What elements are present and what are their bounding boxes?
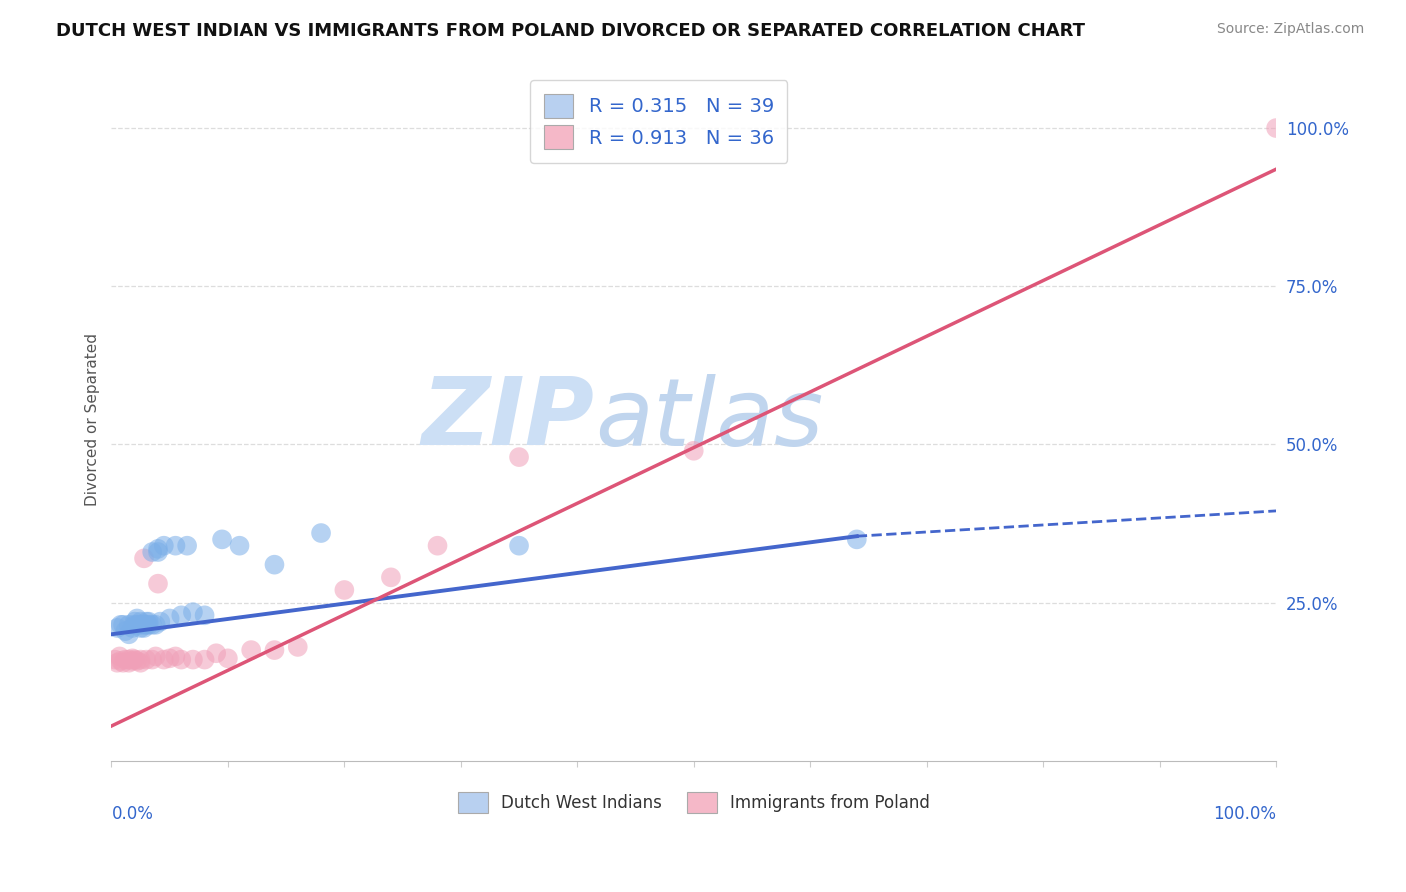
Point [118, 652, 141, 666]
Text: ZIP: ZIP [422, 373, 595, 465]
Point [426, 539, 449, 553]
Point [112, 656, 135, 670]
Point [153, 652, 176, 666]
Point [165, 649, 187, 664]
Point [135, 617, 157, 632]
Text: DUTCH WEST INDIAN VS IMMIGRANTS FROM POLAND DIVORCED OR SEPARATED CORRELATION CH: DUTCH WEST INDIAN VS IMMIGRANTS FROM POL… [56, 22, 1085, 40]
Point [287, 640, 309, 654]
Point [129, 656, 152, 670]
Point [129, 621, 152, 635]
Point [263, 643, 285, 657]
Point [263, 558, 285, 572]
Point [181, 652, 204, 666]
Point [118, 627, 141, 641]
Point [132, 617, 155, 632]
Point [333, 582, 356, 597]
Point [124, 615, 146, 629]
Point [145, 649, 167, 664]
Point [141, 617, 163, 632]
Point [194, 652, 217, 666]
Text: 100.0%: 100.0% [1213, 805, 1277, 823]
Point [146, 576, 169, 591]
Text: atlas: atlas [595, 374, 823, 465]
Point [114, 652, 136, 666]
Point [135, 652, 157, 666]
Point [112, 617, 135, 632]
Point [129, 617, 152, 632]
Point [105, 656, 128, 670]
Point [132, 621, 155, 635]
Point [508, 450, 530, 464]
Point [194, 608, 217, 623]
Point [845, 533, 868, 547]
Point [108, 649, 131, 664]
Point [118, 656, 141, 670]
Point [104, 652, 127, 666]
Point [141, 652, 163, 666]
Point [145, 617, 167, 632]
Point [508, 539, 530, 553]
Point [682, 443, 704, 458]
Point [170, 608, 193, 623]
Point [124, 652, 146, 666]
Point [165, 539, 187, 553]
Point [135, 615, 157, 629]
Point [124, 617, 146, 632]
Point [138, 617, 160, 632]
Point [217, 651, 239, 665]
Point [118, 617, 141, 632]
Point [205, 646, 228, 660]
Y-axis label: Divorced or Separated: Divorced or Separated [86, 333, 100, 506]
Point [129, 652, 152, 666]
Point [380, 570, 402, 584]
Point [211, 533, 233, 547]
Point [170, 652, 193, 666]
Point [125, 654, 148, 668]
Point [176, 539, 198, 553]
Point [114, 624, 136, 639]
Point [146, 545, 169, 559]
Point [138, 615, 160, 629]
Point [121, 651, 143, 665]
Point [121, 654, 143, 668]
Point [132, 551, 155, 566]
Point [121, 621, 143, 635]
Point [110, 617, 132, 632]
Point [159, 651, 181, 665]
Point [240, 643, 263, 657]
Legend: Dutch West Indians, Immigrants from Poland: Dutch West Indians, Immigrants from Pola… [449, 784, 938, 821]
Point [110, 654, 132, 668]
Point [105, 621, 128, 635]
Point [141, 545, 163, 559]
Point [181, 605, 204, 619]
Point [146, 541, 169, 556]
Point [125, 611, 148, 625]
Point [153, 539, 176, 553]
Point [159, 611, 181, 625]
Point [309, 526, 332, 541]
Point [149, 615, 172, 629]
Text: Source: ZipAtlas.com: Source: ZipAtlas.com [1216, 22, 1364, 37]
Point [125, 617, 148, 632]
Point [228, 539, 250, 553]
Point [1265, 121, 1288, 136]
Text: 0.0%: 0.0% [111, 805, 153, 823]
Point [129, 615, 152, 629]
